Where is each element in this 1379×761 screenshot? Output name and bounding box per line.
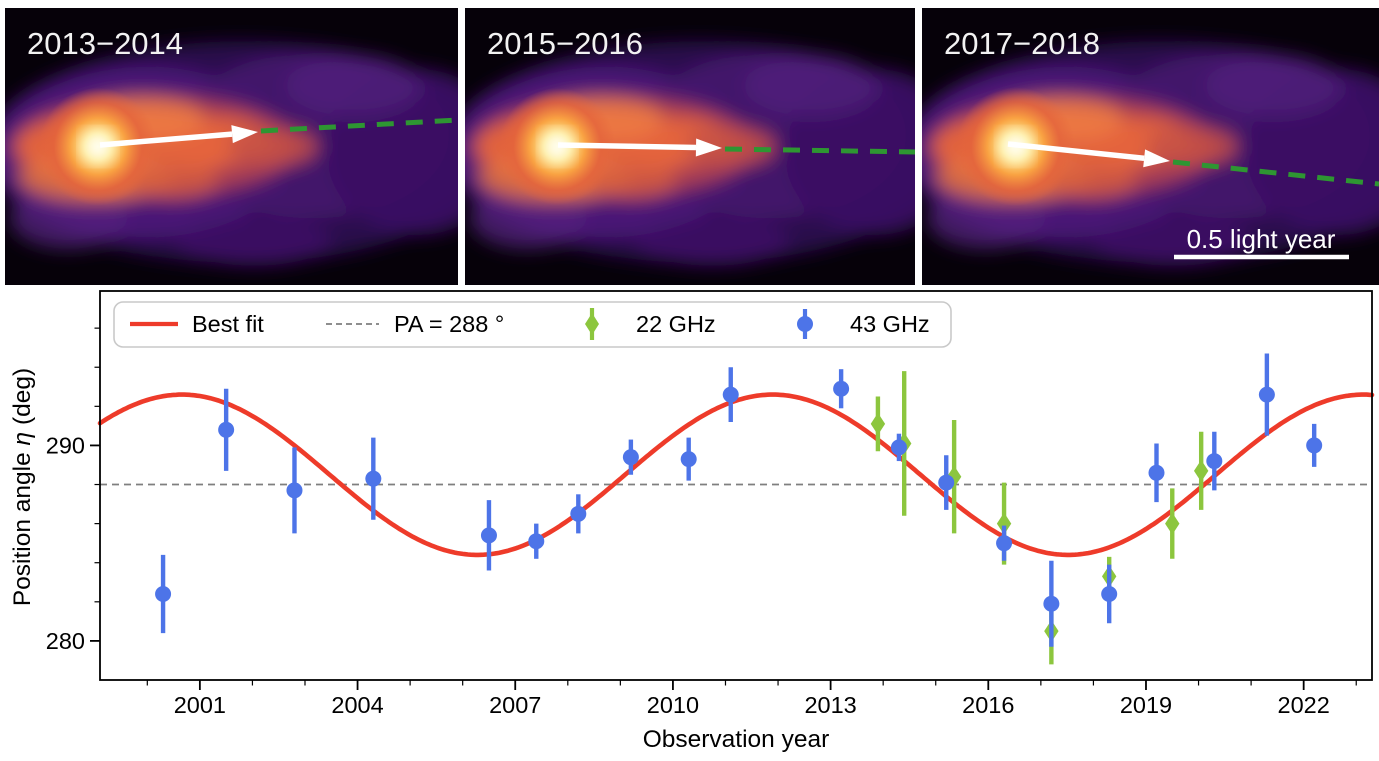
data-point-43ghz [155, 585, 172, 602]
legend-43ghz-circle-icon [797, 316, 813, 332]
data-point-43ghz [286, 482, 303, 499]
data-point-43ghz [480, 527, 497, 544]
jet-direction-overlay [557, 138, 915, 157]
jet-direction-overlay [99, 117, 458, 148]
jet-direction-arrow [557, 142, 697, 151]
data-point-43ghz [890, 439, 907, 456]
legend-43ghz-label: 43 GHz [850, 311, 930, 337]
series-22-ghz [870, 371, 1209, 665]
scale-bar-label: 0.5 light year [1187, 224, 1336, 254]
jet-direction-arrow [1007, 141, 1145, 162]
legend-bestfit-label: Best fit [192, 311, 264, 337]
data-point-43ghz [938, 474, 955, 491]
chart-generated-content: 2001 2004 2007 2010 2013 2016 2019 2022 280 290 [46, 327, 1375, 718]
position-angle-chart: 2001 2004 2007 2010 2013 2016 2019 2022 280 290 B… [9, 290, 1375, 753]
x-tick-label: 2022 [1278, 692, 1330, 718]
x-tick-label: 2016 [962, 692, 1014, 718]
data-point-22ghz [870, 412, 886, 435]
data-point-43ghz [833, 380, 850, 397]
data-point-43ghz [1101, 585, 1118, 602]
data-point-22ghz [1165, 512, 1180, 535]
x-tick-label: 2010 [647, 692, 699, 718]
data-point-43ghz [1306, 437, 1323, 454]
jet-image-2015-2016: 2015−2016 [465, 8, 915, 285]
jet-false-color-image [465, 8, 915, 285]
jet-image-2013-2014: 2013−2014 [5, 8, 458, 285]
legend-22ghz-label: 22 GHz [636, 311, 716, 337]
data-point-43ghz [1148, 464, 1165, 481]
axes-ticks: 2001 2004 2007 2010 2013 2016 2019 2022 280 290 [46, 327, 1357, 718]
x-tick-label: 2019 [1120, 692, 1172, 718]
panel-epoch-label: 2017−2018 [944, 26, 1100, 61]
jet-false-color-image [5, 8, 458, 285]
y-tick-label: 290 [46, 432, 85, 458]
jet-direction-overlay [1007, 141, 1379, 187]
data-point-43ghz [622, 449, 639, 466]
x-axis-label: Observation year [643, 726, 830, 753]
legend-reference-label: PA = 288 ° [394, 311, 504, 337]
panel-epoch-label: 2013−2014 [27, 26, 183, 61]
data-point-43ghz [1043, 595, 1060, 612]
data-point-43ghz [365, 470, 382, 487]
data-point-43ghz [1206, 453, 1223, 470]
jet-axis-dashed-line [260, 117, 458, 134]
jet-image-panel-2013-2014: 2013−2014 [5, 8, 458, 285]
jet-image-panel-2017-2018: 2017−2018 0.5 light year [922, 8, 1379, 285]
data-point-22ghz [1193, 459, 1209, 482]
y-axis-label: Position angle η (deg) [9, 368, 36, 606]
data-point-43ghz [528, 533, 545, 550]
data-point-43ghz [218, 421, 235, 438]
data-point-43ghz [722, 386, 739, 403]
data-point-43ghz [1258, 386, 1275, 403]
y-tick-label: 280 [46, 628, 85, 654]
x-tick-label: 2013 [804, 692, 856, 718]
data-point-43ghz [680, 451, 697, 468]
x-tick-label: 2001 [174, 692, 226, 718]
jet-direction-arrow [99, 131, 233, 148]
legend-22ghz-diamond-icon [585, 313, 599, 335]
x-tick-label: 2004 [331, 692, 383, 718]
panel-epoch-label: 2015−2016 [487, 26, 643, 61]
plot-border [99, 290, 1373, 681]
jet-axis-dashed-line [1172, 159, 1379, 187]
legend-box [113, 301, 952, 348]
data-point-22ghz [996, 512, 1012, 535]
series-43-ghz [155, 353, 1323, 647]
x-tick-label: 2007 [489, 692, 541, 718]
data-point-43ghz [570, 505, 587, 522]
best-fit-curve [97, 392, 1375, 558]
data-point-43ghz [996, 535, 1013, 552]
jet-image-2017-2018: 2017−2018 0.5 light year [922, 8, 1379, 285]
legend: Best fit PA = 288 ° 22 GHz 43 GHz [113, 301, 952, 348]
jet-axis-dashed-line [724, 146, 915, 155]
jet-image-panel-2015-2016: 2015−2016 [465, 8, 915, 285]
